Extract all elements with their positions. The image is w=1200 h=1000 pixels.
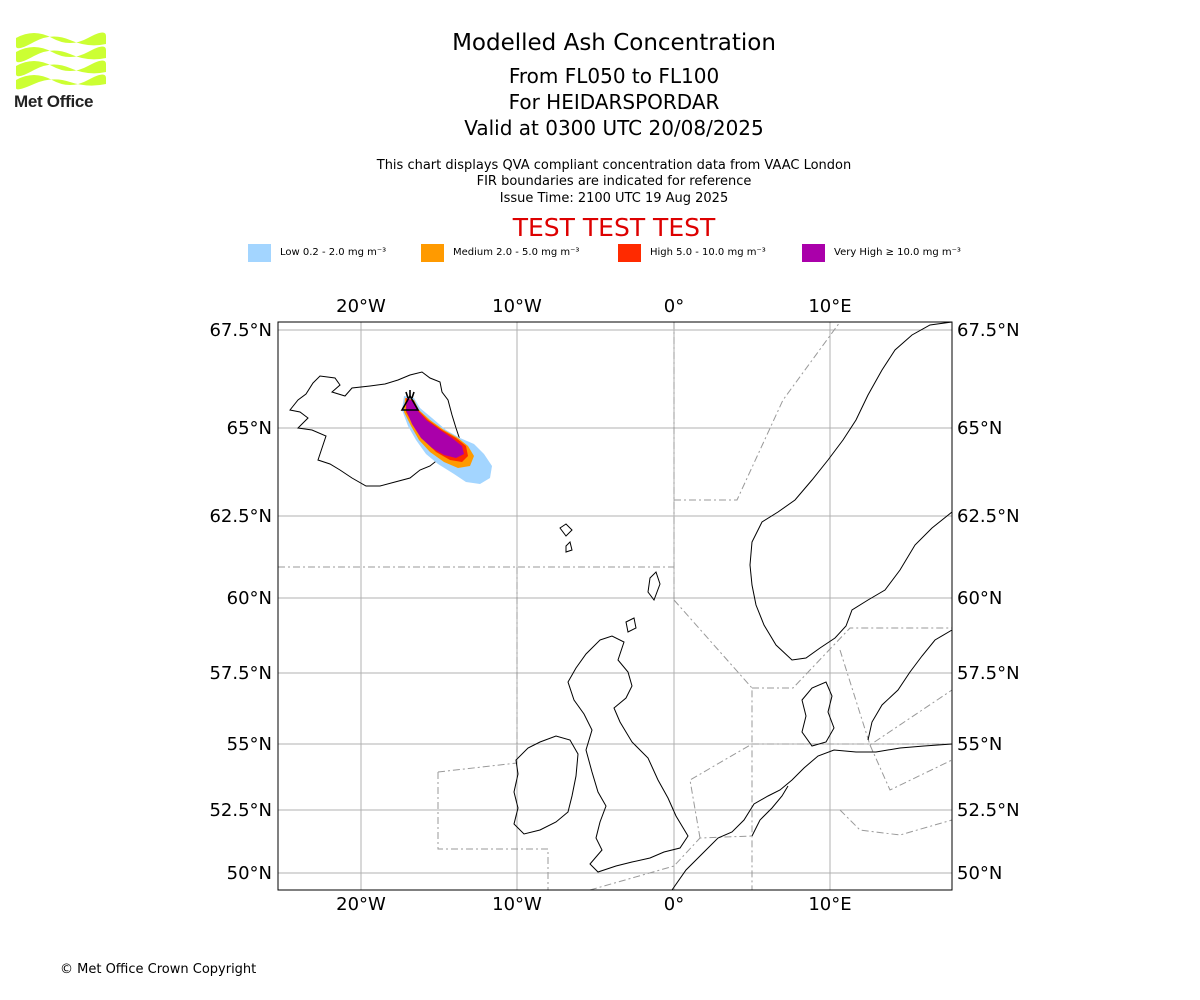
lon-label-top: 0° [664, 296, 684, 317]
volcano-icon [400, 390, 420, 411]
orkney [625, 617, 637, 633]
great-britain-coast [567, 635, 689, 873]
ash-very-high-contour [406, 398, 464, 458]
lat-label-left: 50°N [227, 863, 272, 884]
chart-title: Modelled Ash Concentration [452, 30, 776, 56]
lat-label-right: 67.5°N [957, 320, 1020, 341]
legend-swatch [248, 244, 271, 262]
faroe-islands [559, 523, 573, 553]
subtitle-line: FIR boundaries are indicated for referen… [476, 174, 752, 189]
fir-boundaries [278, 321, 953, 891]
lat-label-left: 55°N [227, 734, 272, 755]
graticule [278, 322, 952, 890]
volcano-name: For HEIDARSPORDAR [508, 90, 720, 114]
legend-swatch [802, 244, 825, 262]
map-frame [277, 321, 953, 891]
legend-label: Medium 2.0 - 5.0 mg m⁻³ [453, 247, 580, 258]
netherlands-coast [751, 785, 789, 837]
ash-cloud [402, 396, 492, 484]
flight-level-range: From FL050 to FL100 [508, 64, 720, 88]
ireland-coast [513, 735, 579, 835]
lat-label-right: 55°N [957, 734, 1002, 755]
lat-label-right: 62.5°N [957, 506, 1020, 527]
denmark-coast [801, 681, 835, 747]
lat-label-left: 52.5°N [209, 800, 272, 821]
copyright-notice: © Met Office Crown Copyright [60, 962, 257, 977]
lon-label-bottom: 10°E [808, 894, 851, 915]
lat-label-right: 52.5°N [957, 800, 1020, 821]
shetland [647, 571, 661, 602]
lat-label-right: 60°N [957, 588, 1002, 609]
subtitle-line: This chart displays QVA compliant concen… [376, 158, 852, 173]
legend-label: Very High ≥ 10.0 mg m⁻³ [834, 247, 961, 258]
lon-label-top: 10°W [492, 296, 542, 317]
lat-label-left: 65°N [227, 418, 272, 439]
test-banner: TEST TEST TEST [512, 213, 716, 242]
lat-label-right: 57.5°N [957, 663, 1020, 684]
lat-label-left: 67.5°N [209, 320, 272, 341]
lat-label-right: 50°N [957, 863, 1002, 884]
met-office-logo [16, 32, 106, 90]
lat-label-left: 57.5°N [209, 663, 272, 684]
axis-labels: 20°W 10°W 0° 10°E 20°W 10°W 0° 10°E 67.5… [209, 296, 1019, 915]
sweden-coast [867, 629, 953, 741]
lon-label-bottom: 10°W [492, 894, 542, 915]
legend-label: High 5.0 - 10.0 mg m⁻³ [650, 247, 766, 258]
logo-text: Met Office [14, 92, 94, 111]
legend-swatch [618, 244, 641, 262]
issue-time: Issue Time: 2100 UTC 19 Aug 2025 [499, 191, 729, 206]
lon-label-bottom: 0° [664, 894, 684, 915]
lat-label-left: 60°N [227, 588, 272, 609]
lon-label-bottom: 20°W [336, 894, 386, 915]
legend-swatch [421, 244, 444, 262]
lat-label-right: 65°N [957, 418, 1002, 439]
continent-coast [671, 743, 953, 891]
lon-label-top: 20°W [336, 296, 386, 317]
lat-label-left: 62.5°N [209, 506, 272, 527]
norway-coast [749, 321, 953, 661]
valid-time: Valid at 0300 UTC 20/08/2025 [464, 116, 764, 140]
legend-label: Low 0.2 - 2.0 mg m⁻³ [280, 247, 387, 258]
lon-label-top: 10°E [808, 296, 851, 317]
coastlines [289, 321, 953, 891]
